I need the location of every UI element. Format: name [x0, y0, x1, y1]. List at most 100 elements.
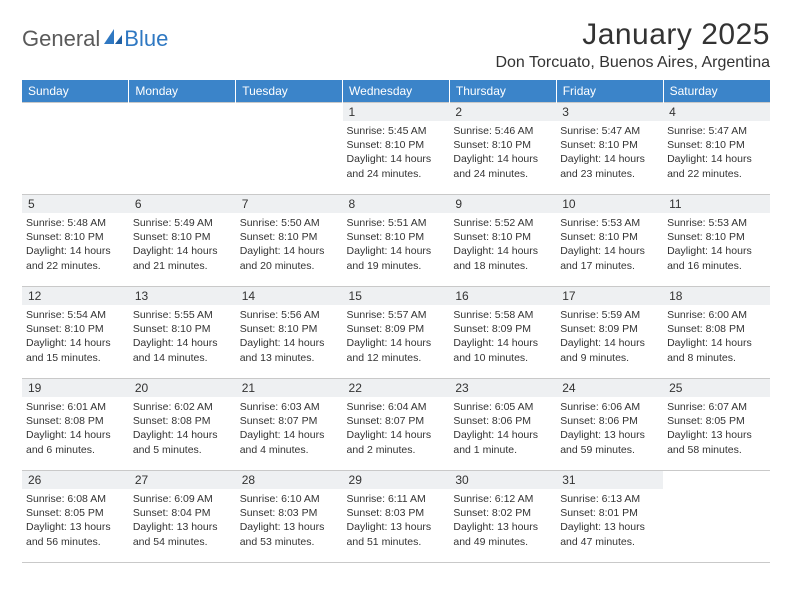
sunset-text: Sunset: 8:10 PM: [26, 322, 125, 336]
daylight-text: Daylight: 14 hours and 14 minutes.: [133, 336, 232, 364]
daylight-text: Daylight: 14 hours and 6 minutes.: [26, 428, 125, 456]
calendar-table: Sunday Monday Tuesday Wednesday Thursday…: [22, 80, 770, 563]
sunrise-text: Sunrise: 5:59 AM: [560, 308, 659, 322]
day-details: Sunrise: 6:03 AMSunset: 8:07 PMDaylight:…: [236, 397, 343, 460]
day-details: Sunrise: 5:48 AMSunset: 8:10 PMDaylight:…: [22, 213, 129, 276]
day-details: Sunrise: 6:12 AMSunset: 8:02 PMDaylight:…: [449, 489, 556, 552]
day-number: 7: [236, 195, 343, 213]
sunrise-text: Sunrise: 6:00 AM: [667, 308, 766, 322]
dayhead-wed: Wednesday: [343, 80, 450, 103]
day-number: 5: [22, 195, 129, 213]
day-details: Sunrise: 5:47 AMSunset: 8:10 PMDaylight:…: [663, 121, 770, 184]
day-details: Sunrise: 5:57 AMSunset: 8:09 PMDaylight:…: [343, 305, 450, 368]
dayhead-mon: Monday: [129, 80, 236, 103]
calendar-cell: 0: [129, 103, 236, 195]
day-details: Sunrise: 5:58 AMSunset: 8:09 PMDaylight:…: [449, 305, 556, 368]
daylight-text: Daylight: 13 hours and 58 minutes.: [667, 428, 766, 456]
sunset-text: Sunset: 8:08 PM: [667, 322, 766, 336]
day-details: Sunrise: 6:06 AMSunset: 8:06 PMDaylight:…: [556, 397, 663, 460]
calendar-cell: 26Sunrise: 6:08 AMSunset: 8:05 PMDayligh…: [22, 471, 129, 563]
sunrise-text: Sunrise: 5:53 AM: [560, 216, 659, 230]
sunset-text: Sunset: 8:06 PM: [453, 414, 552, 428]
sunrise-text: Sunrise: 6:05 AM: [453, 400, 552, 414]
sunset-text: Sunset: 8:01 PM: [560, 506, 659, 520]
dayhead-sat: Saturday: [663, 80, 770, 103]
day-number: 24: [556, 379, 663, 397]
calendar-cell: 18Sunrise: 6:00 AMSunset: 8:08 PMDayligh…: [663, 287, 770, 379]
day-details: Sunrise: 6:04 AMSunset: 8:07 PMDaylight:…: [343, 397, 450, 460]
sunset-text: Sunset: 8:10 PM: [667, 138, 766, 152]
calendar-row: 26Sunrise: 6:08 AMSunset: 8:05 PMDayligh…: [22, 471, 770, 563]
sunrise-text: Sunrise: 5:47 AM: [560, 124, 659, 138]
sunset-text: Sunset: 8:03 PM: [240, 506, 339, 520]
sunrise-text: Sunrise: 5:54 AM: [26, 308, 125, 322]
sunset-text: Sunset: 8:10 PM: [453, 230, 552, 244]
day-number: 4: [663, 103, 770, 121]
day-number: 17: [556, 287, 663, 305]
day-details: Sunrise: 5:45 AMSunset: 8:10 PMDaylight:…: [343, 121, 450, 184]
sunset-text: Sunset: 8:07 PM: [240, 414, 339, 428]
calendar-cell: 21Sunrise: 6:03 AMSunset: 8:07 PMDayligh…: [236, 379, 343, 471]
sunrise-text: Sunrise: 5:55 AM: [133, 308, 232, 322]
sunrise-text: Sunrise: 6:07 AM: [667, 400, 766, 414]
calendar-row: 0001Sunrise: 5:45 AMSunset: 8:10 PMDayli…: [22, 103, 770, 195]
calendar-cell: 2Sunrise: 5:46 AMSunset: 8:10 PMDaylight…: [449, 103, 556, 195]
day-number: 26: [22, 471, 129, 489]
calendar-cell: 27Sunrise: 6:09 AMSunset: 8:04 PMDayligh…: [129, 471, 236, 563]
sunset-text: Sunset: 8:10 PM: [667, 230, 766, 244]
daylight-text: Daylight: 13 hours and 56 minutes.: [26, 520, 125, 548]
calendar-cell: 7Sunrise: 5:50 AMSunset: 8:10 PMDaylight…: [236, 195, 343, 287]
day-number: 20: [129, 379, 236, 397]
sunset-text: Sunset: 8:10 PM: [133, 230, 232, 244]
sunrise-text: Sunrise: 6:06 AM: [560, 400, 659, 414]
calendar-cell: 31Sunrise: 6:13 AMSunset: 8:01 PMDayligh…: [556, 471, 663, 563]
daylight-text: Daylight: 14 hours and 21 minutes.: [133, 244, 232, 272]
calendar-cell: 4Sunrise: 5:47 AMSunset: 8:10 PMDaylight…: [663, 103, 770, 195]
daylight-text: Daylight: 14 hours and 1 minute.: [453, 428, 552, 456]
calendar-page: General Blue January 2025 Don Torcuato, …: [0, 0, 792, 573]
sunrise-text: Sunrise: 6:09 AM: [133, 492, 232, 506]
sunset-text: Sunset: 8:10 PM: [453, 138, 552, 152]
calendar-row: 12Sunrise: 5:54 AMSunset: 8:10 PMDayligh…: [22, 287, 770, 379]
daylight-text: Daylight: 14 hours and 22 minutes.: [667, 152, 766, 180]
day-number: 10: [556, 195, 663, 213]
day-number: 30: [449, 471, 556, 489]
calendar-cell: 0: [663, 471, 770, 563]
daylight-text: Daylight: 13 hours and 54 minutes.: [133, 520, 232, 548]
sunset-text: Sunset: 8:10 PM: [26, 230, 125, 244]
day-details: Sunrise: 6:07 AMSunset: 8:05 PMDaylight:…: [663, 397, 770, 460]
day-number: 19: [22, 379, 129, 397]
calendar-cell: 0: [22, 103, 129, 195]
day-number: 6: [129, 195, 236, 213]
day-number: 28: [236, 471, 343, 489]
daylight-text: Daylight: 13 hours and 49 minutes.: [453, 520, 552, 548]
calendar-cell: 25Sunrise: 6:07 AMSunset: 8:05 PMDayligh…: [663, 379, 770, 471]
calendar-cell: 6Sunrise: 5:49 AMSunset: 8:10 PMDaylight…: [129, 195, 236, 287]
sunrise-text: Sunrise: 5:57 AM: [347, 308, 446, 322]
day-details: Sunrise: 5:52 AMSunset: 8:10 PMDaylight:…: [449, 213, 556, 276]
day-details: Sunrise: 5:49 AMSunset: 8:10 PMDaylight:…: [129, 213, 236, 276]
day-number: 9: [449, 195, 556, 213]
daylight-text: Daylight: 14 hours and 8 minutes.: [667, 336, 766, 364]
sunset-text: Sunset: 8:10 PM: [240, 322, 339, 336]
month-title: January 2025: [495, 18, 770, 52]
daylight-text: Daylight: 14 hours and 23 minutes.: [560, 152, 659, 180]
calendar-cell: 30Sunrise: 6:12 AMSunset: 8:02 PMDayligh…: [449, 471, 556, 563]
day-number: 25: [663, 379, 770, 397]
sunset-text: Sunset: 8:10 PM: [133, 322, 232, 336]
daylight-text: Daylight: 14 hours and 2 minutes.: [347, 428, 446, 456]
daylight-text: Daylight: 14 hours and 10 minutes.: [453, 336, 552, 364]
sunset-text: Sunset: 8:05 PM: [26, 506, 125, 520]
calendar-row: 19Sunrise: 6:01 AMSunset: 8:08 PMDayligh…: [22, 379, 770, 471]
sunset-text: Sunset: 8:02 PM: [453, 506, 552, 520]
daylight-text: Daylight: 14 hours and 12 minutes.: [347, 336, 446, 364]
calendar-cell: 1Sunrise: 5:45 AMSunset: 8:10 PMDaylight…: [343, 103, 450, 195]
day-number: 23: [449, 379, 556, 397]
sunset-text: Sunset: 8:10 PM: [347, 230, 446, 244]
day-number: 27: [129, 471, 236, 489]
daylight-text: Daylight: 14 hours and 15 minutes.: [26, 336, 125, 364]
day-number: 21: [236, 379, 343, 397]
sunrise-text: Sunrise: 5:52 AM: [453, 216, 552, 230]
sunrise-text: Sunrise: 6:13 AM: [560, 492, 659, 506]
daylight-text: Daylight: 14 hours and 17 minutes.: [560, 244, 659, 272]
